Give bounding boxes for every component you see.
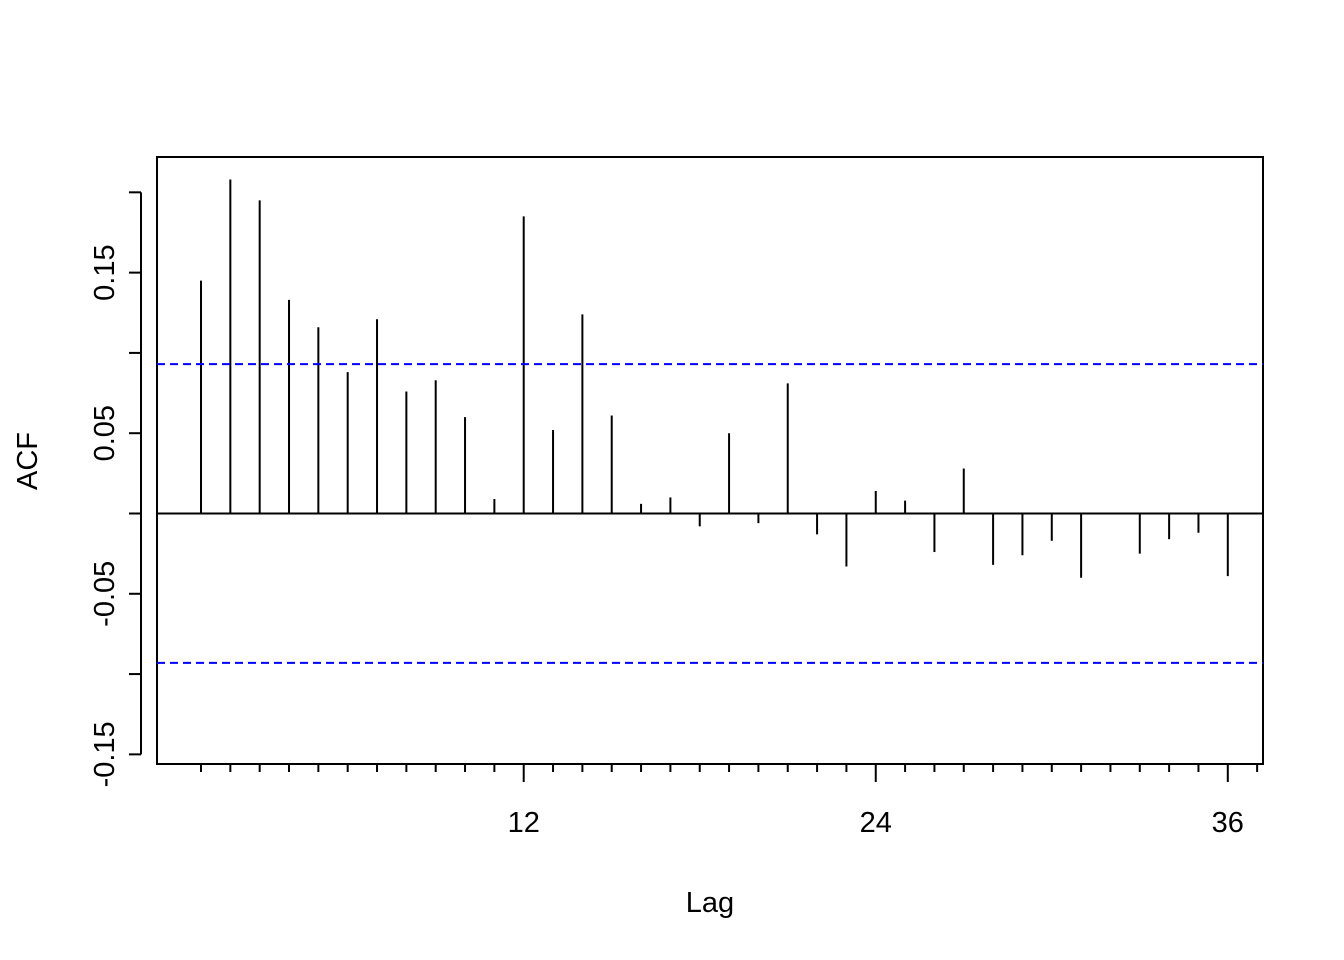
x-tick-label: 24 bbox=[860, 807, 892, 839]
confidence-bounds bbox=[157, 363, 1263, 664]
x-tick-label: 12 bbox=[508, 807, 540, 839]
acf-bars bbox=[157, 179, 1263, 578]
y-axis-label: ACF bbox=[12, 432, 44, 490]
y-axis: -0.15 -0.05 0.05 0.15 bbox=[89, 191, 142, 787]
x-tick-label: 36 bbox=[1212, 807, 1244, 839]
y-tick-label: -0.05 bbox=[89, 561, 121, 627]
x-axis: 12 24 36 bbox=[200, 763, 1259, 839]
plot-frame bbox=[156, 156, 1264, 765]
y-tick-label: -0.15 bbox=[89, 721, 121, 787]
x-axis-label: Lag bbox=[686, 887, 734, 919]
y-tick-label: 0.05 bbox=[89, 405, 121, 461]
y-tick-label: 0.15 bbox=[89, 244, 121, 300]
